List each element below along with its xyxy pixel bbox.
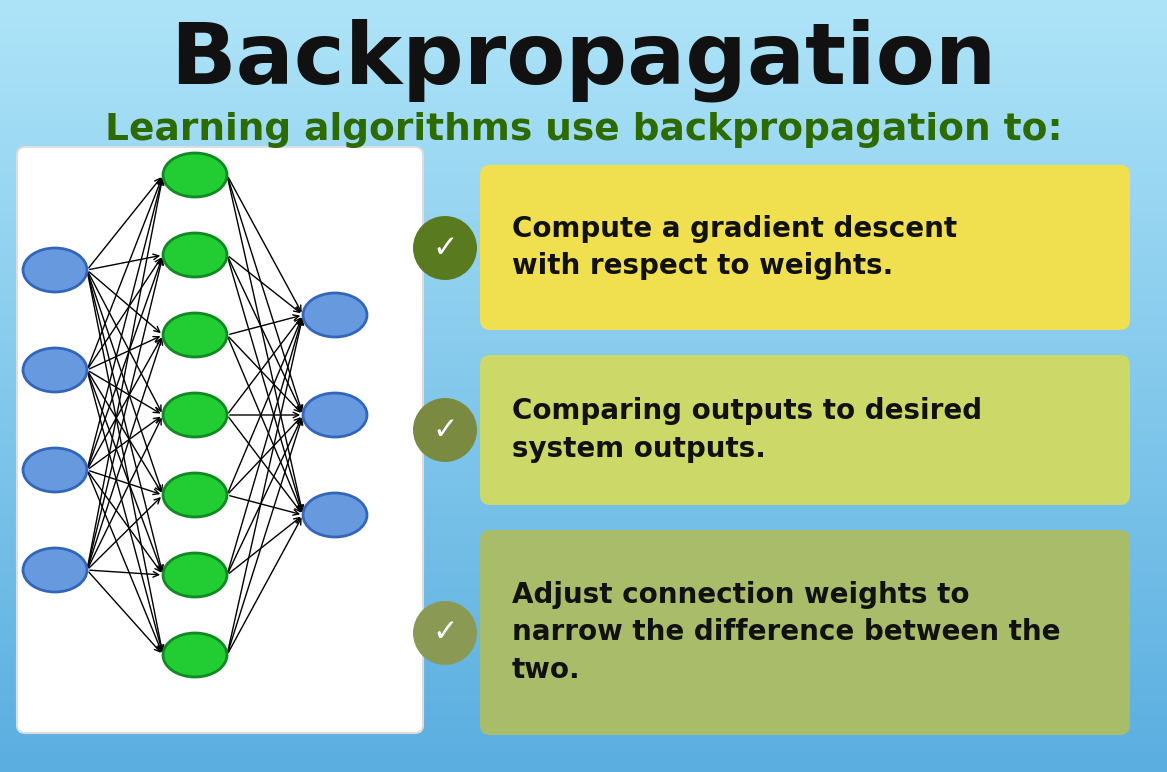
Circle shape — [413, 601, 477, 665]
Ellipse shape — [23, 348, 88, 392]
Ellipse shape — [163, 393, 228, 437]
Text: Comparing outputs to desired
system outputs.: Comparing outputs to desired system outp… — [512, 397, 983, 463]
Ellipse shape — [163, 233, 228, 277]
Text: ✓: ✓ — [432, 618, 457, 648]
Ellipse shape — [23, 448, 88, 492]
Circle shape — [413, 216, 477, 280]
FancyBboxPatch shape — [480, 355, 1130, 505]
Ellipse shape — [163, 313, 228, 357]
Ellipse shape — [303, 293, 366, 337]
Ellipse shape — [163, 473, 228, 517]
Text: ✓: ✓ — [432, 233, 457, 262]
Ellipse shape — [163, 633, 228, 677]
Circle shape — [413, 398, 477, 462]
Ellipse shape — [23, 548, 88, 592]
Text: Backpropagation: Backpropagation — [170, 19, 997, 102]
Ellipse shape — [23, 248, 88, 292]
Text: ✓: ✓ — [432, 415, 457, 445]
Ellipse shape — [303, 493, 366, 537]
FancyBboxPatch shape — [480, 530, 1130, 735]
Text: Compute a gradient descent
with respect to weights.: Compute a gradient descent with respect … — [512, 215, 957, 280]
Ellipse shape — [163, 153, 228, 197]
Ellipse shape — [303, 393, 366, 437]
FancyBboxPatch shape — [480, 165, 1130, 330]
FancyBboxPatch shape — [18, 147, 422, 733]
Text: Learning algorithms use backpropagation to:: Learning algorithms use backpropagation … — [105, 112, 1062, 148]
Ellipse shape — [163, 553, 228, 597]
Text: Adjust connection weights to
narrow the difference between the
two.: Adjust connection weights to narrow the … — [512, 581, 1061, 685]
